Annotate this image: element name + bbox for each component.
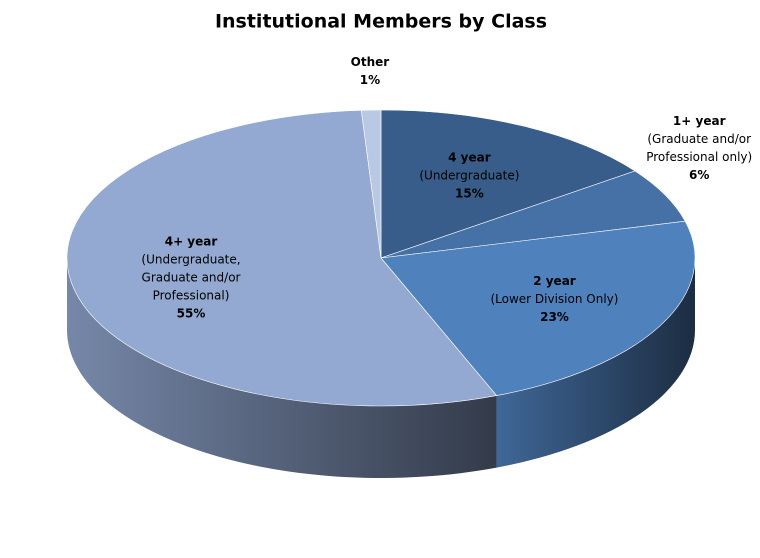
slice-label: 1+ year: [673, 114, 726, 128]
slice-label: Graduate and/or: [142, 271, 241, 285]
slice-side: [496, 258, 695, 468]
slice-label: (Lower Division Only): [490, 292, 618, 306]
value-label: 1%: [360, 73, 380, 87]
slice-label: (Undergraduate): [419, 169, 519, 183]
value-label: 55%: [177, 307, 206, 321]
slice-label: 4+ year: [165, 235, 218, 249]
slice-label: Professional): [153, 289, 230, 303]
value-label: 15%: [455, 187, 484, 201]
slice-label: (Undergraduate,: [141, 253, 240, 267]
value-label: 6%: [689, 168, 709, 182]
slice: [66, 109, 498, 407]
slice-label: (Graduate and/or: [647, 132, 751, 146]
slice-label: 2 year: [533, 274, 576, 288]
slice: [380, 220, 696, 396]
slice: [360, 109, 382, 259]
slice-label: Professional only): [646, 150, 752, 164]
chart-title: Institutional Members by Class: [215, 11, 547, 33]
slice-label: Other: [351, 55, 390, 69]
slice-label: 4 year: [448, 151, 491, 165]
value-label: 23%: [540, 310, 569, 324]
slice: [380, 170, 686, 259]
slice: [380, 109, 636, 259]
slice-side: [67, 258, 497, 479]
